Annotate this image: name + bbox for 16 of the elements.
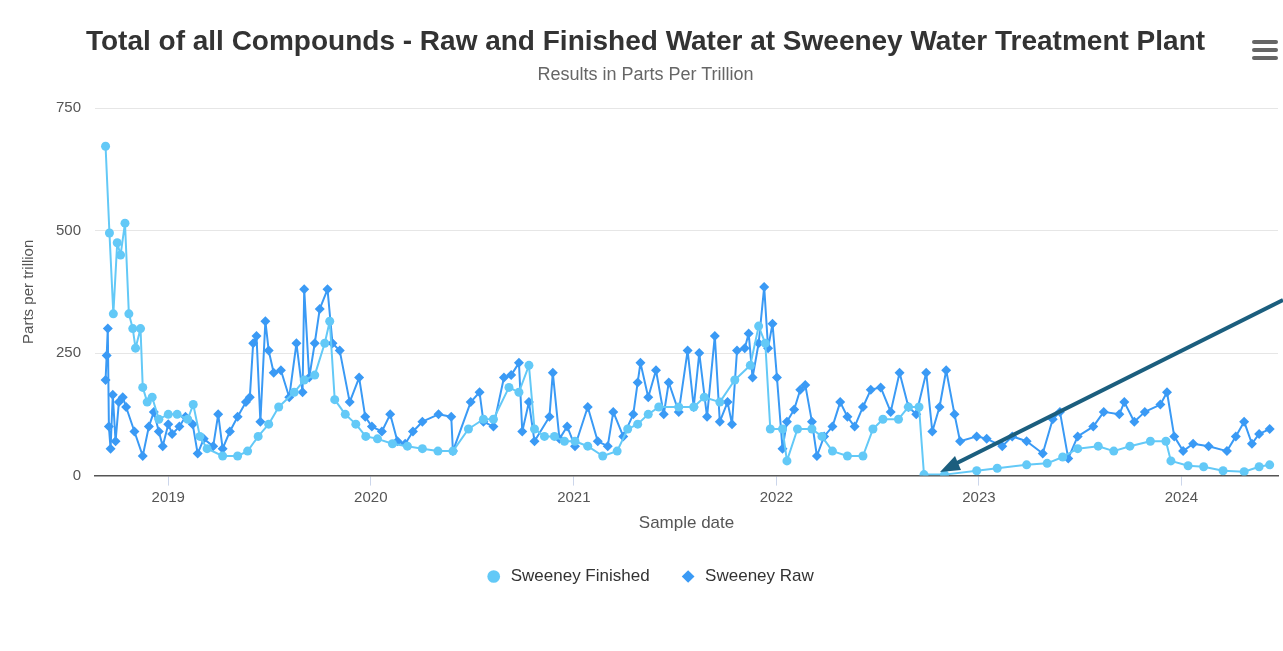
y-tick-label: 750 [56,98,82,116]
y-axis-title: Parts per trillion [19,239,37,344]
x-axis-title: Sample date [638,513,735,533]
x-tick-label: 2022 [759,487,794,505]
x-tick-label: 2020 [354,487,388,505]
x-tick-label: 2024 [1164,487,1199,505]
x-tick-label: 2021 [557,487,591,505]
x-tick-label: 2019 [151,487,185,505]
y-tick-label: 500 [56,220,82,238]
y-tick-label: 0 [72,465,82,483]
x-tick-label: 2023 [962,487,996,505]
legend-label: Sweeney Raw [705,566,815,586]
y-tick-label: 250 [56,343,82,361]
chart-title: Total of all Compounds - Raw and Finished Water at Sweeney Water Treatment Plant [84,24,1207,58]
legend-label: Sweeney Finished [510,566,650,586]
chart-subtitle: Results in Parts Per Trillion [536,64,755,85]
